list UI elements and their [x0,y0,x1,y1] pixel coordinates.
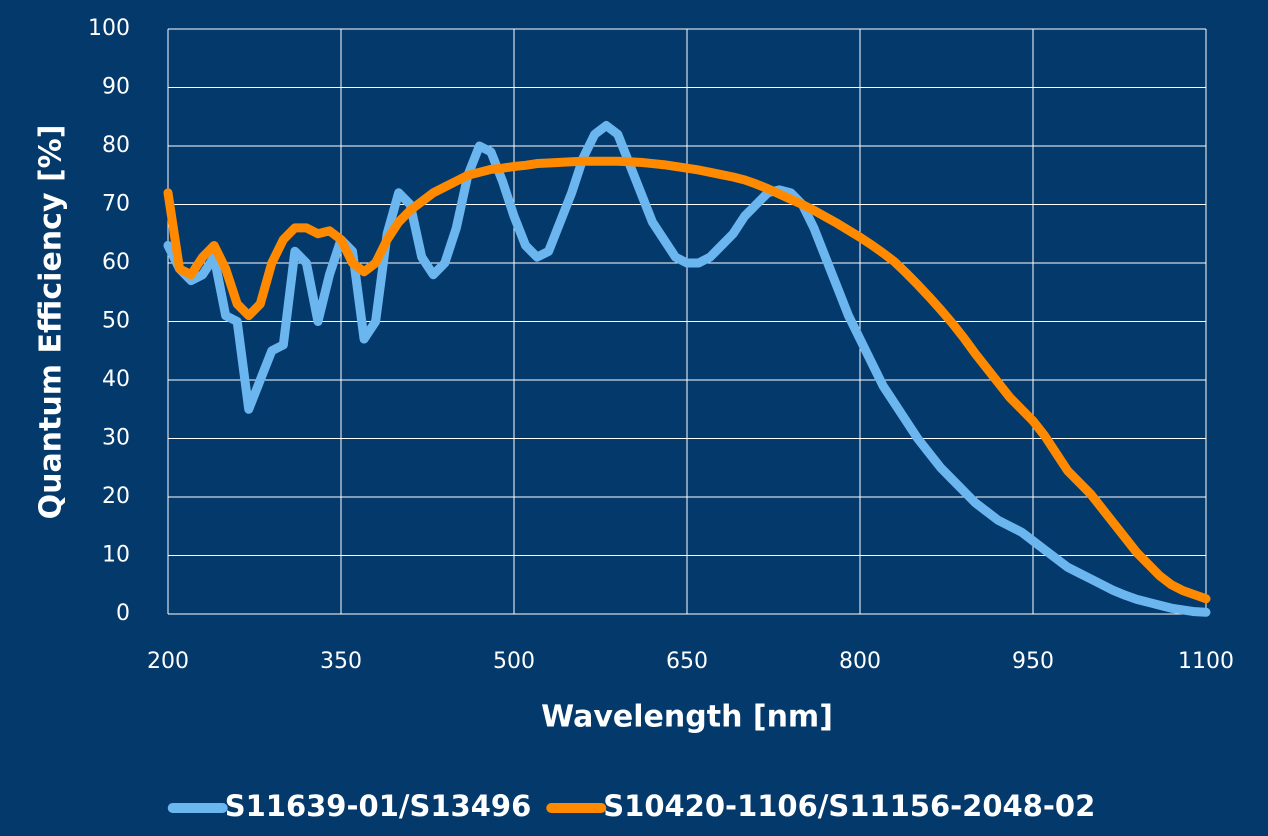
legend: S11639-01/S13496 S10420-1106/S11156-2048-… [167,789,1095,823]
x-tick-label: 500 [493,649,535,674]
x-tick-label: 1100 [1178,649,1234,674]
legend-label: S11639-01/S13496 [225,789,532,823]
x-tick-label: 650 [666,649,708,674]
y-tick-label: 40 [102,367,130,392]
x-axis-title: Wavelength [nm] [541,700,833,735]
y-tick-label: 10 [102,543,130,568]
y-tick-label: 20 [102,484,130,509]
x-tick-label: 200 [147,649,189,674]
x-tick-label: 800 [839,649,881,674]
y-tick-label: 70 [102,192,130,217]
y-tick-label: 100 [88,16,130,41]
x-tick-label: 950 [1012,649,1054,674]
y-tick-label: 90 [102,75,130,100]
y-tick-label: 30 [102,426,130,451]
y-tick-label: 60 [102,250,130,275]
x-tick-label: 350 [320,649,362,674]
y-axis-title: Quantum Efficiency [%] [34,125,69,520]
y-tick-label: 80 [102,133,130,158]
data-line [163,156,1211,604]
y-tick-label: 0 [116,601,130,626]
y-tick-label: 50 [102,309,130,334]
legend-label: S10420-1106/S11156-2048-02 [603,789,1095,823]
